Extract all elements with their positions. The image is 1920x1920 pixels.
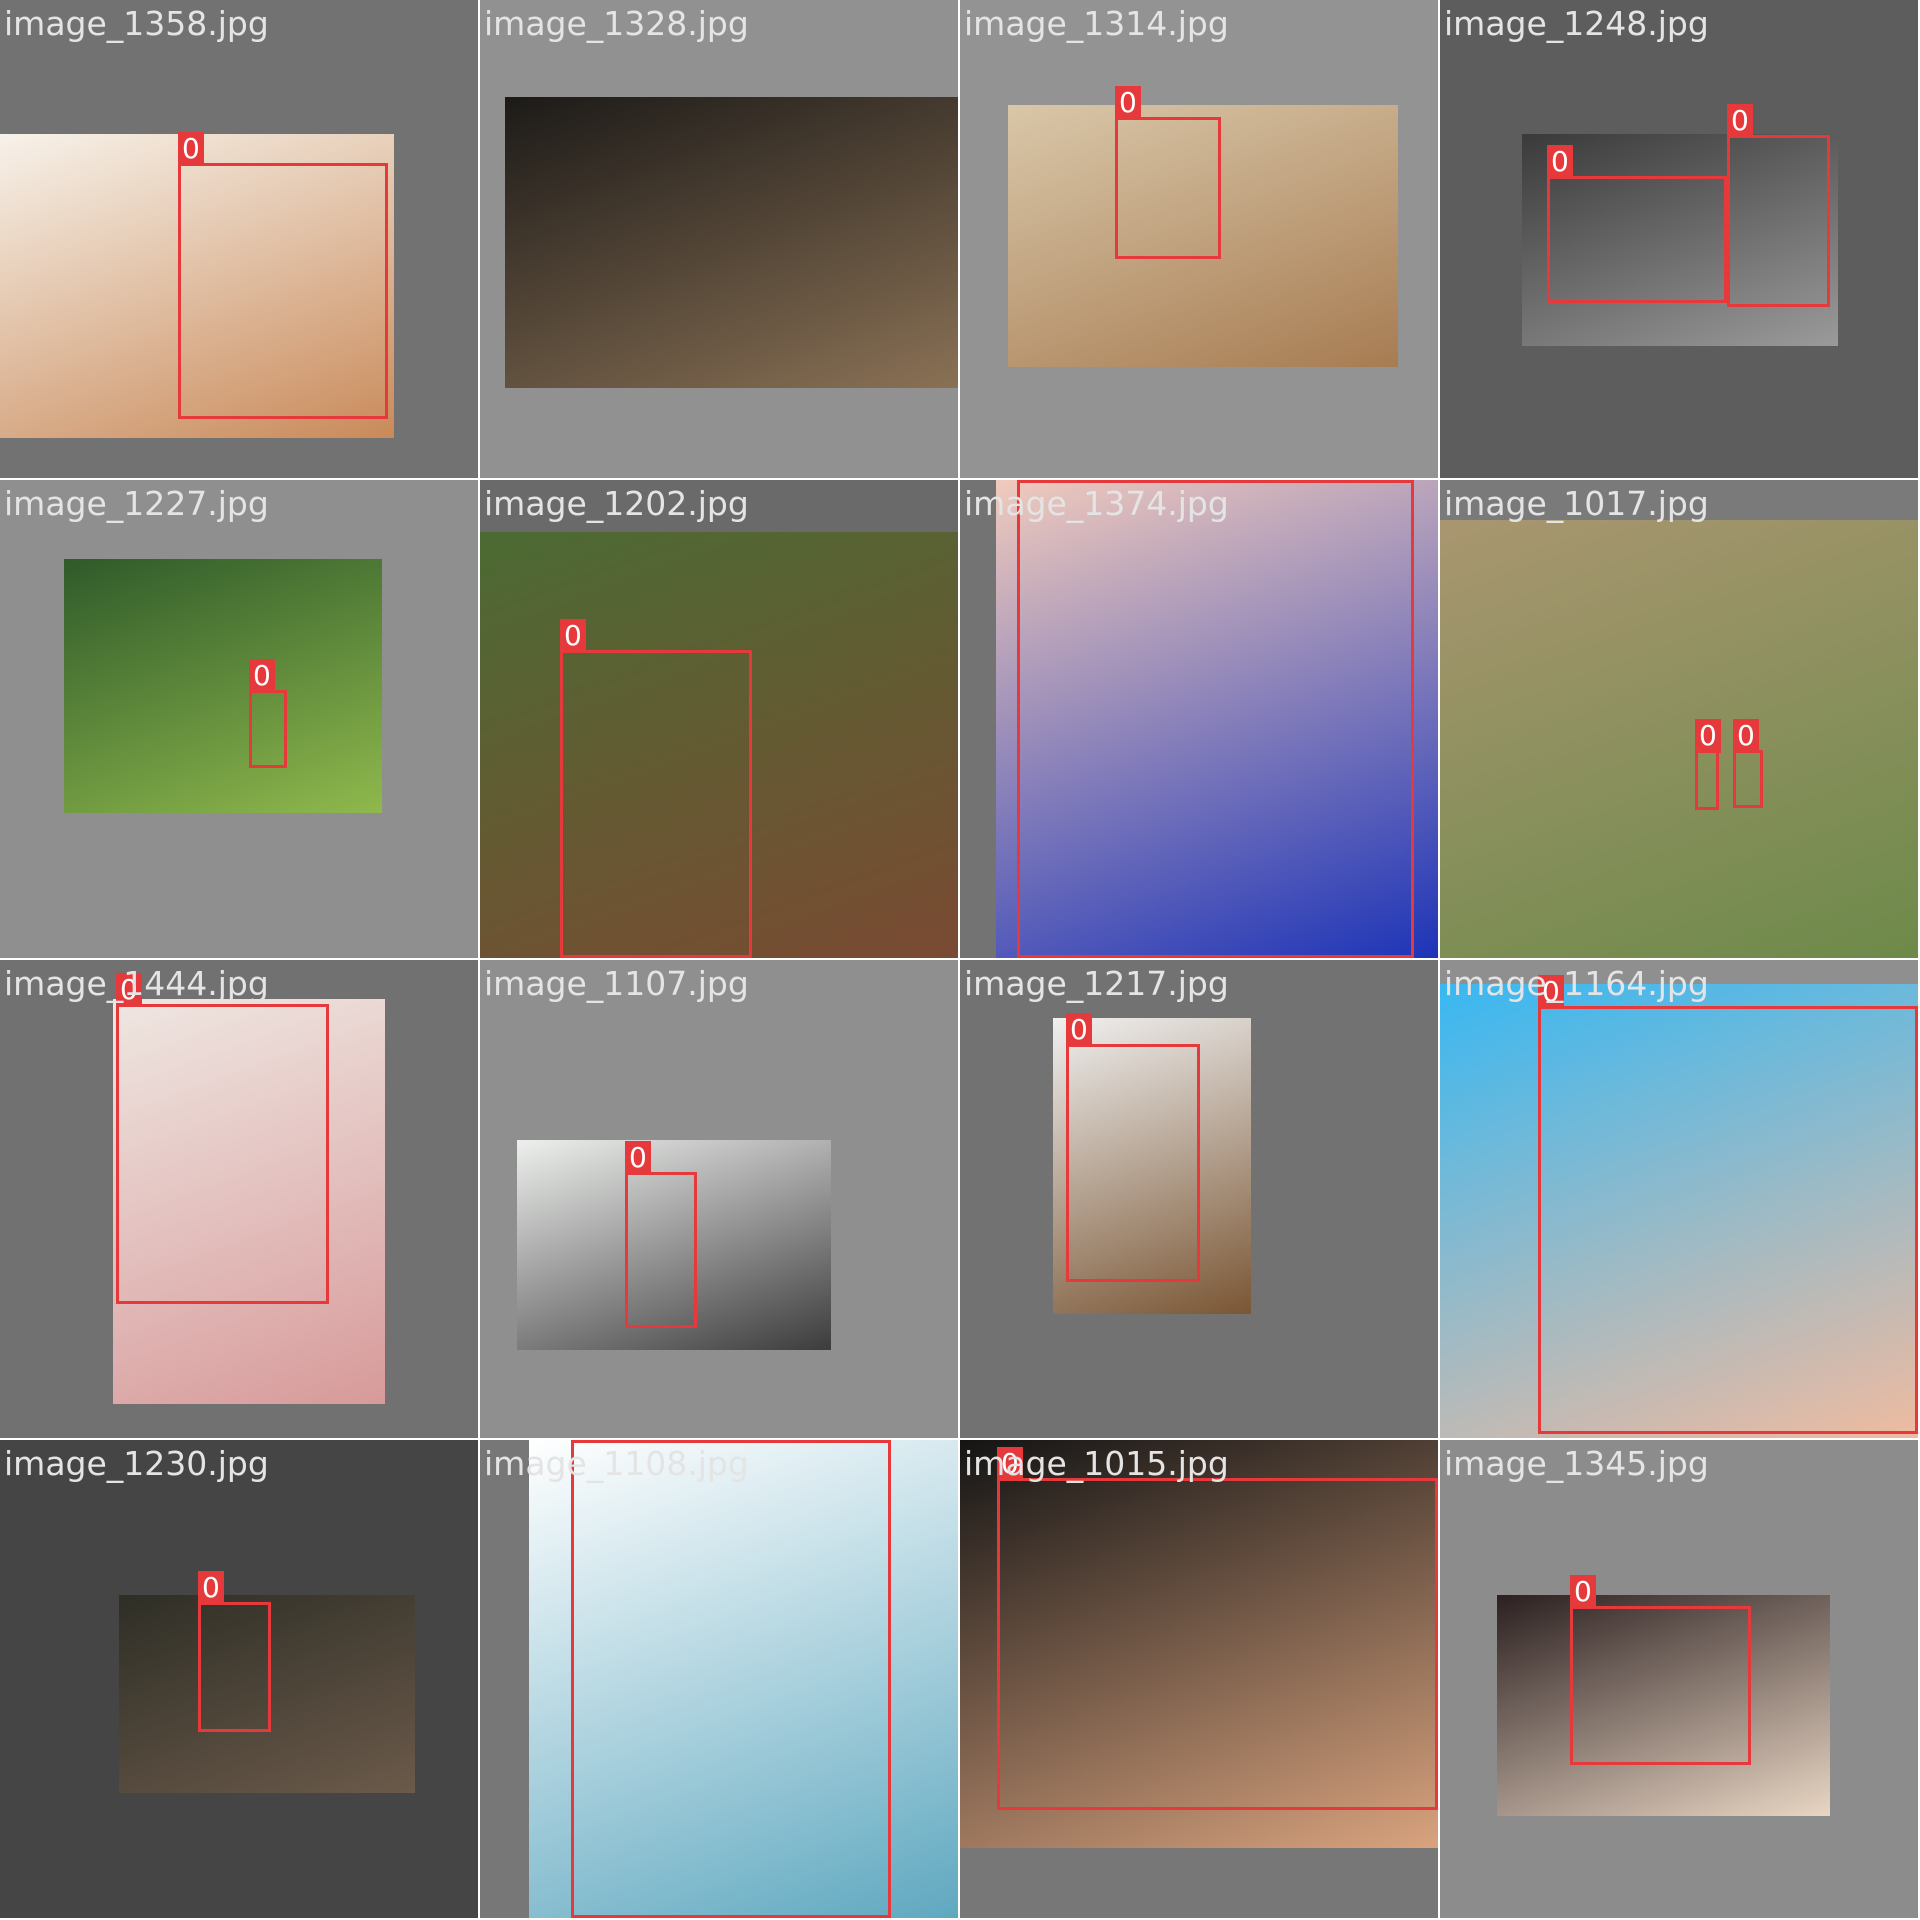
photo-man-by-window — [517, 1140, 831, 1350]
image-filename: image_1202.jpg — [484, 484, 749, 523]
detection-class-label: 0 — [1570, 1575, 1596, 1609]
detection-class-label: 0 — [1115, 86, 1141, 120]
detection-class-label: 0 — [116, 973, 142, 1007]
mosaic-tile[interactable]: 0 0 image_1248.jpg — [1440, 0, 1918, 478]
mosaic-tile[interactable]: 0 image_1314.jpg — [960, 0, 1438, 478]
photo-man-coat-street — [1008, 105, 1398, 367]
mosaic-tile[interactable]: 0 image_1230.jpg — [0, 1440, 478, 1918]
image-filename: image_1358.jpg — [4, 4, 269, 43]
detection-box[interactable]: 0 — [1695, 719, 1721, 810]
detection-box[interactable]: 0 — [198, 1571, 271, 1732]
photo-bw-people-lying — [1522, 134, 1838, 346]
photo-woman-pink-feathers — [113, 999, 385, 1404]
photo-mud-volcano-landscape — [1440, 520, 1918, 958]
detection-class-label: 0 — [249, 659, 275, 693]
photo-dancer-blue-veil — [996, 480, 1438, 958]
photo-woman-on-rocks — [119, 1595, 415, 1793]
photo-woman-denim-skirt — [529, 1440, 958, 1918]
image-filename: image_1017.jpg — [1444, 484, 1709, 523]
photo-memorial-plaque — [505, 97, 958, 388]
image-filename: image_1217.jpg — [964, 964, 1229, 1003]
image-filename: image_1227.jpg — [4, 484, 269, 523]
photo-child-face-sunlit — [0, 134, 394, 438]
detection-class-label: 0 — [1538, 975, 1564, 1009]
image-filename: image_1230.jpg — [4, 1444, 269, 1483]
photo-girl-sunglasses — [1053, 1018, 1251, 1314]
mosaic-tile[interactable]: 0 image_1107.jpg — [480, 960, 958, 1438]
detection-box[interactable]: 0 — [1538, 975, 1918, 1434]
mosaic-tile[interactable]: 0 image_1217.jpg — [960, 960, 1438, 1438]
mosaic-tile[interactable]: 0 image_1358.jpg — [0, 0, 478, 478]
detection-box[interactable]: 0 — [1115, 86, 1221, 259]
detection-box[interactable]: 0 — [997, 1447, 1438, 1810]
detection-class-label: 0 — [625, 1141, 651, 1175]
detection-box[interactable]: 0 — [560, 619, 752, 958]
photo-runner-track — [64, 559, 382, 813]
mosaic-tile[interactable]: 0 image_1345.jpg — [1440, 1440, 1918, 1918]
detection-box[interactable]: 0 — [249, 659, 287, 768]
detection-box[interactable]: 0 — [1017, 480, 1414, 958]
mosaic-tile[interactable]: image_1328.jpg — [480, 0, 958, 478]
photo-woman-disguise-glasses — [480, 532, 958, 958]
detection-box[interactable]: 0 — [116, 973, 329, 1304]
mosaic-tile[interactable]: 0 image_1015.jpg — [960, 1440, 1438, 1918]
mosaic-tile[interactable]: 0 image_1164.jpg — [1440, 960, 1918, 1438]
mosaic-tile[interactable]: 0 image_1227.jpg — [0, 480, 478, 958]
detection-box[interactable]: 0 — [1547, 145, 1727, 303]
detection-box[interactable]: 0 — [178, 132, 388, 419]
image-filename: image_1328.jpg — [484, 4, 749, 43]
mosaic-tile[interactable]: 0 0 image_1017.jpg — [1440, 480, 1918, 958]
detection-class-label: 0 — [1066, 1013, 1092, 1047]
image-filename: image_1015.jpg — [964, 1444, 1229, 1483]
image-filename: image_1108.jpg — [484, 1444, 749, 1483]
mosaic-tile[interactable]: 0 image_1444.jpg — [0, 960, 478, 1438]
detection-class-label: 0 — [1695, 719, 1721, 753]
detection-class-label: 0 — [198, 1571, 224, 1605]
detection-class-label: 0 — [1017, 480, 1043, 483]
image-filename: image_1248.jpg — [1444, 4, 1709, 43]
detection-class-label: 0 — [1733, 719, 1759, 753]
mosaic-tile[interactable]: 0 image_1202.jpg — [480, 480, 958, 958]
detection-class-label: 0 — [1547, 145, 1573, 179]
image-filename: image_1444.jpg — [4, 964, 269, 1003]
detection-class-label: 0 — [560, 619, 586, 653]
detection-class-label: 0 — [178, 132, 204, 166]
photo-woman-lying-smiling — [960, 1440, 1438, 1848]
image-filename: image_1164.jpg — [1444, 964, 1709, 1003]
detection-class-label: 0 — [571, 1440, 597, 1443]
detection-box[interactable]: 0 — [625, 1141, 697, 1328]
photo-baby-in-pool — [1440, 984, 1918, 1438]
image-filename: image_1345.jpg — [1444, 1444, 1709, 1483]
detection-box[interactable]: 0 — [571, 1440, 891, 1918]
photo-woman-looking-down — [1497, 1595, 1830, 1816]
detection-box[interactable]: 0 — [1570, 1575, 1751, 1765]
image-filename: image_1107.jpg — [484, 964, 749, 1003]
detection-class-label: 0 — [1727, 104, 1753, 138]
image-filename: image_1314.jpg — [964, 4, 1229, 43]
image-filename: image_1374.jpg — [964, 484, 1229, 523]
detection-box[interactable]: 0 — [1066, 1013, 1200, 1282]
detection-class-label: 0 — [997, 1447, 1023, 1481]
detection-box[interactable]: 0 — [1727, 104, 1830, 307]
detection-box[interactable]: 0 — [1733, 719, 1763, 808]
